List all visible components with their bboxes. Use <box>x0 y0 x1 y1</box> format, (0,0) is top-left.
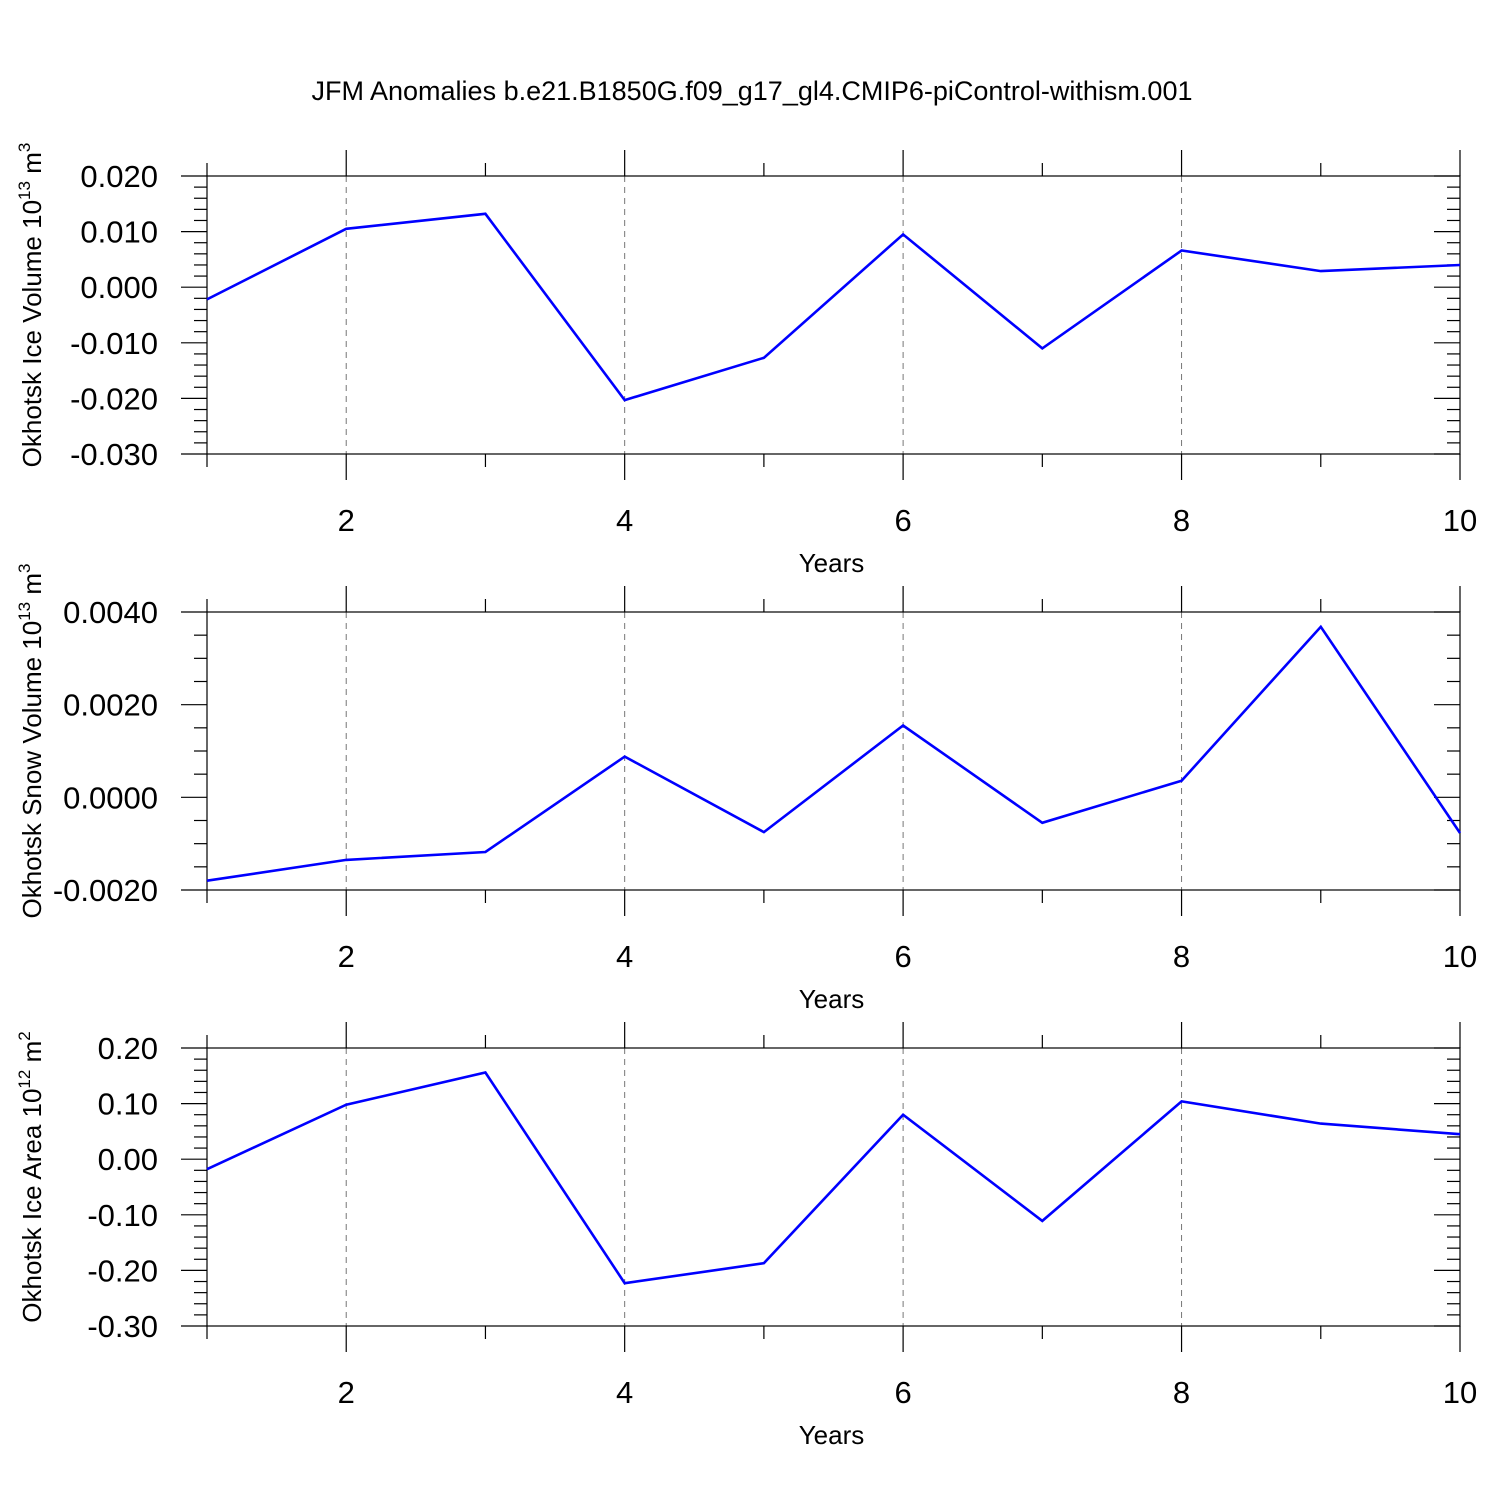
x-tick-label: 10 <box>1443 1375 1477 1410</box>
y-axis-title-unit-exponent: 3 <box>15 564 34 573</box>
y-axis-title-unit: m <box>17 1041 47 1070</box>
y-tick-label: -0.30 <box>87 1309 158 1344</box>
x-tick-label: 2 <box>338 503 355 538</box>
plot-frame <box>206 1047 1461 1327</box>
y-tick-label: -0.010 <box>70 326 158 361</box>
y-tick-label: -0.020 <box>70 381 158 416</box>
y-axis-title-unit: m <box>17 573 47 602</box>
y-tick-label: 0.020 <box>80 159 158 194</box>
y-tick-label: -0.030 <box>70 437 158 472</box>
y-tick-label: 0.0000 <box>63 780 158 815</box>
plot-frame <box>206 175 1461 455</box>
panel-1: 2 4 6 8 10 -0.030 -0.020 -0.010 0.000 0.010 0.020 Y… <box>15 143 1477 578</box>
x-tick-label: 4 <box>616 503 633 538</box>
y-axis-title-unit: m <box>17 152 47 181</box>
x-tick-label: 4 <box>616 939 633 974</box>
y-axis-title-unit-exponent: 2 <box>15 1031 34 1040</box>
y-axis-title-exponent: 12 <box>15 1070 34 1089</box>
x-axis-title: Years <box>799 548 865 578</box>
y-axis-title: Okhotsk Ice Area 1012 m2 <box>15 1031 47 1322</box>
x-tick-label: 2 <box>338 1375 355 1410</box>
y-tick-label: 0.20 <box>98 1031 158 1066</box>
x-tick-label: 10 <box>1443 503 1477 538</box>
y-tick-label: 0.10 <box>98 1087 158 1122</box>
y-axis-title-main: Okhotsk Snow Volume 10 <box>17 621 47 919</box>
x-tick-label: 8 <box>1173 1375 1190 1410</box>
x-tick-label: 6 <box>894 1375 911 1410</box>
y-tick-label: 0.000 <box>80 270 158 305</box>
x-axis-title: Years <box>799 984 865 1014</box>
panel-2: 2 4 6 8 10 -0.0020 0.0000 0.0020 0.0040 Years Okho… <box>15 564 1477 1015</box>
y-axis-title: Okhotsk Ice Volume 1013 m3 <box>15 143 47 468</box>
series-line <box>206 624 1462 882</box>
y-tick-label: 0.0040 <box>63 595 158 630</box>
x-axis-title: Years <box>799 1420 865 1450</box>
x-tick-label: 10 <box>1443 939 1477 974</box>
x-tick-label: 6 <box>894 939 911 974</box>
x-tick-label: 8 <box>1173 503 1190 538</box>
y-axis-title-exponent: 13 <box>15 181 34 200</box>
figure-title: JFM Anomalies b.e21.B1850G.f09_g17_gl4.C… <box>312 76 1193 106</box>
panels: 2 4 6 8 10 -0.030 -0.020 -0.010 0.000 0.010 0.020 Y… <box>15 143 1477 1450</box>
x-tick-label: 6 <box>894 503 911 538</box>
y-tick-label: 0.0020 <box>63 688 158 723</box>
y-axis-title-exponent: 13 <box>15 602 34 621</box>
y-axis-title: Okhotsk Snow Volume 1013 m3 <box>15 564 47 919</box>
series-line <box>206 1071 1461 1285</box>
x-tick-label: 2 <box>338 939 355 974</box>
y-tick-label: -0.20 <box>87 1253 158 1288</box>
y-axis-title-unit-exponent: 3 <box>15 143 34 152</box>
y-tick-label: 0.010 <box>80 215 158 250</box>
plot-frame <box>206 611 1461 891</box>
panel-3: 2 4 6 8 10 -0.30 -0.20 -0.10 0.00 0.10 0.20 Years Ok… <box>15 1022 1477 1450</box>
x-tick-label: 8 <box>1173 939 1190 974</box>
series-line <box>206 212 1461 402</box>
y-axis-title-main: Okhotsk Ice Volume 10 <box>17 200 47 467</box>
x-tick-label: 4 <box>616 1375 633 1410</box>
y-tick-label: 0.00 <box>98 1142 158 1177</box>
y-tick-label: -0.0020 <box>53 873 158 908</box>
y-axis-title-main: Okhotsk Ice Area 10 <box>17 1089 47 1323</box>
y-tick-label: -0.10 <box>87 1198 158 1233</box>
